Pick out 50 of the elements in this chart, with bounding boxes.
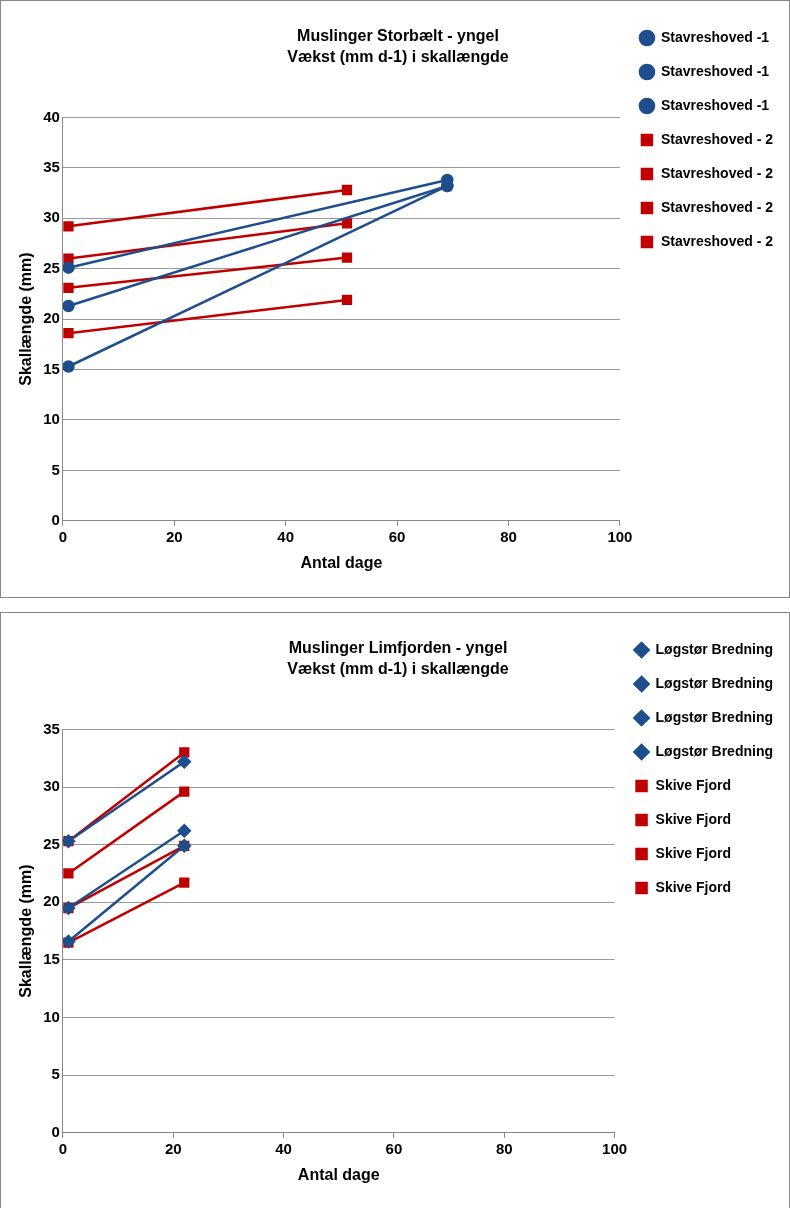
y-axis-title: Skallængde (mm) bbox=[17, 864, 35, 998]
chart-subtitle: Vækst (mm d-1) i skallængde bbox=[287, 660, 509, 678]
legend-label: Stavreshoved - 2 bbox=[660, 198, 774, 215]
x-tick-label: 80 bbox=[495, 1139, 513, 1157]
x-tick-label: 20 bbox=[164, 1139, 182, 1157]
legend-label: Løgstør Bredning bbox=[655, 742, 773, 759]
y-tick-label: 35 bbox=[43, 157, 60, 175]
legend-label: Løgstør Bredning bbox=[655, 708, 773, 725]
x-axis-title: Antal dage bbox=[297, 1165, 380, 1183]
y-tick-label: 10 bbox=[43, 410, 60, 428]
y-axis-title: Skallængde (mm) bbox=[17, 252, 35, 386]
x-axis-title: Antal dage bbox=[300, 553, 383, 571]
y-tick-label: 30 bbox=[43, 777, 60, 795]
y-tick-label: 5 bbox=[51, 1065, 60, 1083]
y-tick-label: 35 bbox=[43, 719, 60, 737]
y-tick-label: 0 bbox=[51, 1122, 60, 1140]
y-tick-label: 25 bbox=[43, 258, 60, 276]
legend-label: Skive Fjord bbox=[655, 776, 732, 793]
y-tick-label: 20 bbox=[43, 892, 60, 910]
legend-label: Stavreshoved -1 bbox=[660, 28, 770, 45]
x-tick-label: 80 bbox=[500, 527, 517, 545]
legend-label: Stavreshoved - 2 bbox=[660, 232, 774, 249]
x-tick-label: 60 bbox=[385, 1139, 403, 1157]
y-tick-label: 25 bbox=[43, 834, 60, 852]
legend-label: Løgstør Bredning bbox=[655, 674, 773, 691]
legend-label: Stavreshoved - 2 bbox=[660, 164, 774, 181]
legend-label: Skive Fjord bbox=[655, 844, 732, 861]
chart-subtitle: Vækst (mm d-1) i skallængde bbox=[287, 48, 509, 66]
y-tick-label: 5 bbox=[51, 460, 60, 478]
x-tick-label: 100 bbox=[602, 1139, 628, 1157]
y-tick-label: 30 bbox=[43, 208, 60, 226]
x-tick-label: 100 bbox=[607, 527, 633, 545]
y-tick-label: 20 bbox=[43, 309, 60, 327]
chart-title: Muslinger Limfjorden - yngel bbox=[288, 639, 508, 657]
y-tick-label: 15 bbox=[43, 359, 60, 377]
chart-title: Muslinger Storbælt - yngel bbox=[297, 27, 499, 45]
legend-label: Løgstør Bredning bbox=[655, 640, 773, 657]
x-tick-label: 60 bbox=[388, 527, 406, 545]
y-tick-label: 15 bbox=[43, 950, 60, 968]
x-tick-label: 20 bbox=[165, 527, 183, 545]
y-tick-label: 0 bbox=[51, 510, 60, 528]
y-tick-label: 40 bbox=[43, 107, 60, 125]
x-tick-label: 40 bbox=[275, 1139, 292, 1157]
legend-label: Stavreshoved -1 bbox=[660, 62, 770, 79]
x-tick-label: 40 bbox=[277, 527, 295, 545]
y-tick-label: 10 bbox=[43, 1007, 60, 1025]
legend-label: Stavreshoved - 2 bbox=[660, 130, 774, 147]
legend-label: Skive Fjord bbox=[655, 810, 732, 827]
legend-label: Skive Fjord bbox=[655, 878, 732, 895]
legend-label: Stavreshoved -1 bbox=[660, 96, 770, 113]
